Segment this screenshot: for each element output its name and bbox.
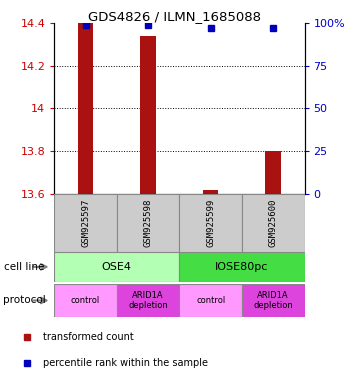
Bar <box>242 194 304 252</box>
Bar <box>203 190 218 194</box>
Text: GSM925600: GSM925600 <box>269 199 278 247</box>
Text: percentile rank within the sample: percentile rank within the sample <box>43 359 208 369</box>
Bar <box>54 194 117 252</box>
Text: OSE4: OSE4 <box>102 262 132 272</box>
Bar <box>140 36 156 194</box>
Text: GSM925598: GSM925598 <box>144 199 153 247</box>
Text: cell line: cell line <box>4 262 44 272</box>
Bar <box>54 284 117 317</box>
Text: ARID1A
depletion: ARID1A depletion <box>253 291 293 310</box>
Text: IOSE80pc: IOSE80pc <box>215 262 269 272</box>
Bar <box>117 284 179 317</box>
Text: GSM925599: GSM925599 <box>206 199 215 247</box>
Text: transformed count: transformed count <box>43 332 134 342</box>
Bar <box>179 284 242 317</box>
Text: GSM925597: GSM925597 <box>81 199 90 247</box>
Bar <box>78 23 93 194</box>
Text: ARID1A
depletion: ARID1A depletion <box>128 291 168 310</box>
Text: GDS4826 / ILMN_1685088: GDS4826 / ILMN_1685088 <box>89 10 261 23</box>
Bar <box>179 252 304 282</box>
Bar <box>242 284 304 317</box>
Text: protocol: protocol <box>4 295 46 306</box>
Bar <box>179 194 242 252</box>
Text: control: control <box>196 296 225 305</box>
Bar <box>54 252 179 282</box>
Text: control: control <box>71 296 100 305</box>
Bar <box>265 151 281 194</box>
Bar <box>117 194 179 252</box>
